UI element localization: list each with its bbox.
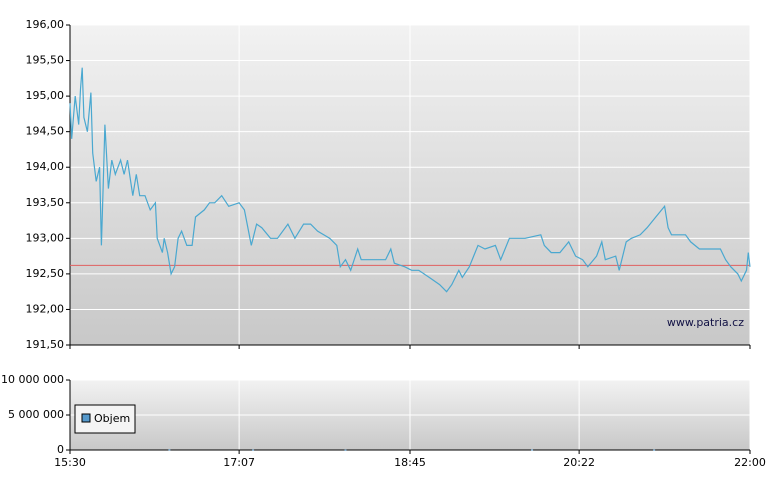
legend-swatch: [81, 413, 91, 423]
volume-bar: [531, 449, 534, 451]
y-tick-label: 196,00: [26, 18, 65, 31]
x-tick-label: 17:07: [223, 456, 255, 469]
y-tick-label: 0: [57, 443, 64, 456]
volume-bar: [344, 449, 347, 451]
y-tick-label: 195,50: [26, 54, 65, 67]
x-tick-label: 20:22: [563, 456, 595, 469]
legend: Objem: [74, 404, 136, 434]
y-tick-label: 195,00: [26, 89, 65, 102]
y-tick-label: 194,00: [26, 160, 65, 173]
y-tick-label: 193,00: [26, 231, 65, 244]
legend-label: Objem: [94, 412, 130, 425]
volume-bar: [252, 449, 255, 451]
y-tick-label: 191,50: [26, 338, 65, 351]
y-tick-label: 5 000 000: [8, 408, 64, 421]
watermark: www.patria.cz: [667, 316, 744, 329]
x-tick-label: 22:00: [734, 456, 766, 469]
volume-bar: [168, 449, 171, 451]
y-tick-label: 193,50: [26, 196, 65, 209]
y-tick-label: 194,50: [26, 125, 65, 138]
y-tick-label: 10 000 000: [1, 373, 64, 386]
x-tick-label: 15:30: [54, 456, 86, 469]
y-tick-label: 192,00: [26, 302, 65, 315]
volume-bar: [653, 449, 656, 451]
y-tick-label: 192,50: [26, 267, 65, 280]
x-tick-label: 18:45: [394, 456, 426, 469]
price-line: [69, 67, 751, 293]
